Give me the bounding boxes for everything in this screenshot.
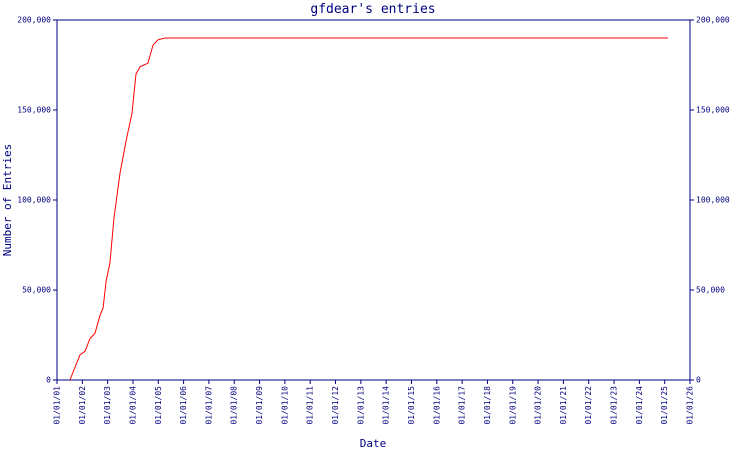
y2-tick-label: 150,000 (696, 106, 730, 115)
x-tick-label: 01/01/07 (204, 386, 213, 425)
x-tick-label: 01/01/24 (635, 386, 644, 425)
x-tick-label: 01/01/12 (331, 386, 340, 425)
chart-title: gfdear's entries (310, 2, 435, 17)
y2-tick-label: 0 (696, 376, 701, 385)
x-tick-label: 01/01/16 (432, 386, 441, 425)
x-tick-label: 01/01/10 (280, 386, 289, 425)
x-tick-label: 01/01/22 (584, 386, 593, 425)
x-tick-label: 01/01/23 (610, 386, 619, 425)
x-axis-title: Date (360, 437, 387, 450)
x-tick-label: 01/01/15 (407, 386, 416, 425)
y-tick-label: 150,000 (17, 106, 51, 115)
x-tick-label: 01/01/11 (306, 386, 315, 425)
x-tick-label: 01/01/08 (230, 386, 239, 425)
x-tick-label: 01/01/04 (128, 386, 137, 425)
y-tick-label: 200,000 (17, 16, 51, 25)
x-tick-label: 01/01/17 (458, 386, 467, 425)
y2-tick-label: 200,000 (696, 16, 730, 25)
x-tick-label: 01/01/05 (154, 386, 163, 425)
x-tick-label: 01/01/25 (660, 386, 669, 425)
x-tick-label: 01/01/21 (559, 386, 568, 425)
plot-frame (56, 19, 691, 381)
y-axis-title: Number of Entries (1, 144, 14, 257)
y-tick-label: 0 (46, 376, 51, 385)
x-tick-label: 01/01/06 (179, 386, 188, 425)
y2-tick-label: 50,000 (696, 286, 725, 295)
x-tick-label: 01/01/18 (483, 386, 492, 425)
x-tick-label: 01/01/26 (686, 386, 695, 425)
x-tick-label: 01/01/03 (103, 386, 112, 425)
x-tick-label: 01/01/19 (508, 386, 517, 425)
y2-tick-label: 100,000 (696, 196, 730, 205)
y-tick-label: 50,000 (22, 286, 51, 295)
y-tick-label: 100,000 (17, 196, 51, 205)
x-tick-label: 01/01/13 (356, 386, 365, 425)
x-tick-label: 01/01/20 (534, 386, 543, 425)
data-line (69, 37, 668, 381)
x-tick-label: 01/01/02 (78, 386, 87, 425)
x-tick-label: 01/01/01 (53, 386, 62, 425)
x-tick-label: 01/01/14 (382, 386, 391, 425)
x-tick-label: 01/01/09 (255, 386, 264, 425)
